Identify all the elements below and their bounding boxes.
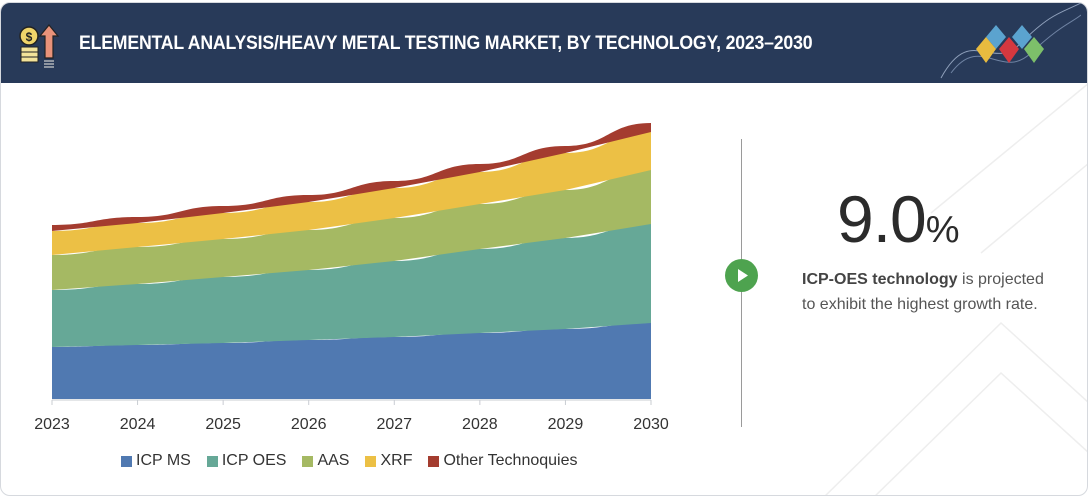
growth-rate-unit: % — [925, 209, 960, 251]
x-tick-label: 2029 — [548, 416, 584, 433]
legend-swatch — [365, 455, 377, 467]
svg-text:$: $ — [26, 30, 33, 44]
highlight-text: is projected to exhibit the highest grow… — [802, 271, 1044, 313]
x-tick-label: 2024 — [120, 416, 156, 433]
legend-swatch — [302, 455, 314, 467]
legend-label: ICP MS — [136, 452, 191, 469]
legend-item: AAS — [302, 452, 349, 470]
area-series-other-technoquies — [52, 123, 651, 231]
legend-swatch — [206, 455, 218, 467]
legend-swatch — [428, 455, 440, 467]
legend-item: ICP MS — [121, 452, 191, 470]
highlight-description: ICP-OES technology is projected to exhib… — [802, 267, 1052, 317]
background-decoration — [825, 83, 1087, 495]
legend-item: ICP OES — [206, 452, 287, 470]
diamond-logo — [976, 25, 1044, 63]
legend-item: Other Technoquies — [428, 452, 577, 470]
x-tick-label: 2030 — [633, 416, 669, 433]
page-title: ELEMENTAL ANALYSIS/HEAVY METAL TESTING M… — [79, 33, 813, 54]
x-tick-label: 2028 — [462, 416, 498, 433]
legend-label: ICP OES — [221, 452, 287, 469]
legend-label: AAS — [317, 452, 350, 469]
area-series-aas — [52, 170, 651, 290]
play-circle-icon — [725, 259, 758, 292]
x-tick-label: 2023 — [34, 416, 70, 433]
x-tick-label: 2025 — [205, 416, 241, 433]
area-series-xrf — [52, 132, 651, 255]
growth-rate-value: 9.0% — [837, 181, 960, 257]
legend-label: Other Technoquies — [443, 452, 578, 469]
area-series-icp-ms — [52, 323, 651, 399]
coins-growth-arrow-icon: $ — [19, 24, 60, 68]
chart-legend: ICP MS ICP OES AAS XRF Other Technoquies — [121, 452, 577, 470]
highlight-bold-text: ICP-OES technology — [802, 271, 958, 288]
legend-label: XRF — [380, 452, 413, 469]
growth-rate-number: 9.0 — [837, 182, 927, 256]
header-bar: $ ELEMENTAL ANALYSIS/HEAVY METAL TESTING… — [1, 3, 1087, 83]
x-tick-label: 2027 — [376, 416, 412, 433]
area-series-icp-oes — [52, 224, 651, 347]
legend-swatch — [121, 455, 132, 467]
x-tick-label: 2026 — [291, 416, 327, 433]
legend-item: XRF — [365, 452, 412, 470]
stacked-area-chart: 2023 2024 2025 2026 2027 2028 2029 2030 — [34, 123, 669, 433]
